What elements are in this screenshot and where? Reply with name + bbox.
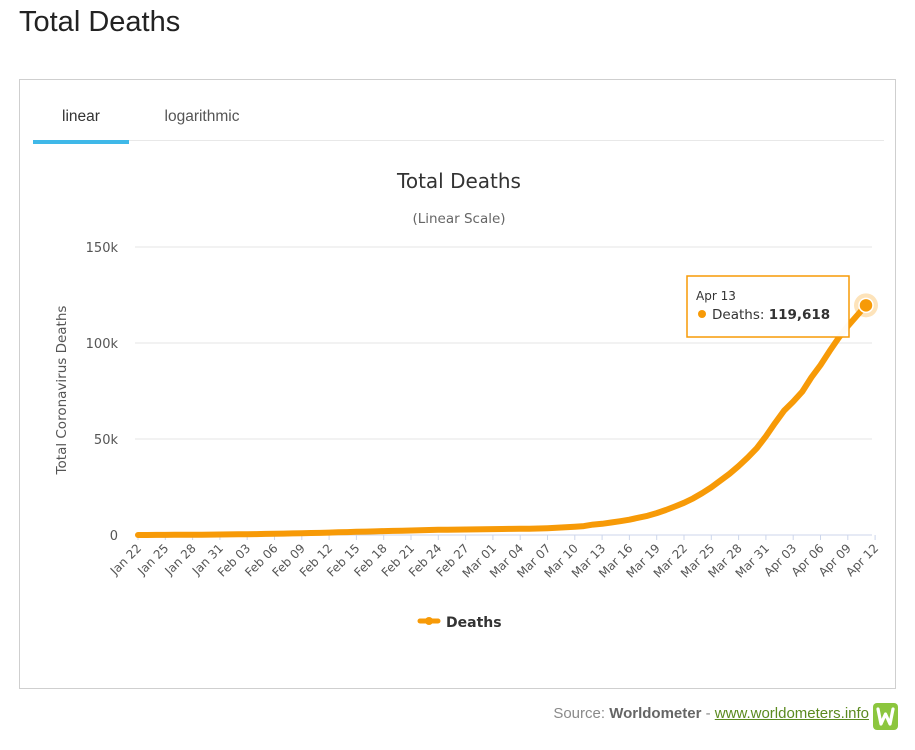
legend-label[interactable]: Deaths [446,615,502,631]
chart-title: Total Deaths [396,169,521,193]
chart-subtitle: (Linear Scale) [412,211,505,227]
hover-point[interactable] [858,297,874,314]
x-tick-label: Jan 25 [134,541,171,578]
legend-marker-icon [425,617,433,625]
source-name: Worldometer [609,705,702,722]
worldometer-logo-icon[interactable] [873,703,898,730]
page-title: Total Deaths [19,6,181,38]
chart-panel: linear logarithmic [19,79,896,689]
x-tick-label: Jan 22 [107,541,144,578]
tab-logarithmic[interactable]: logarithmic [164,108,240,125]
source-credit: Source: Worldometer - www.worldometers.i… [553,705,869,722]
source-separator: - [701,705,715,722]
x-tick-label: Jan 28 [162,541,199,578]
legend[interactable]: Deaths [417,615,502,631]
tooltip-series-dot [698,310,706,318]
source-link[interactable]: www.worldometers.info [714,705,869,722]
y-tick-label: 50k [94,433,119,448]
tooltip: Apr 13 Deaths: 119,618 [686,275,850,338]
y-tick-label: 150k [86,241,119,256]
y-tick-label: 0 [110,529,118,544]
tooltip-series-name: Deaths [712,307,760,323]
tooltip-date: Apr 13 [696,289,736,303]
tooltip-value: 119,618 [769,307,831,323]
y-axis-ticks: 0 50k 100k 150k [86,241,119,544]
series-line-deaths [135,302,869,538]
source-prefix: Source: [553,705,610,722]
y-tick-label: 100k [86,337,119,352]
y-axis-label: Total Coronavirus Deaths [54,306,70,476]
svg-text:Deaths: 119,618: Deaths: 119,618 [712,307,830,323]
scale-tabs: linear logarithmic [33,80,884,144]
tab-linear[interactable]: linear [33,80,129,144]
